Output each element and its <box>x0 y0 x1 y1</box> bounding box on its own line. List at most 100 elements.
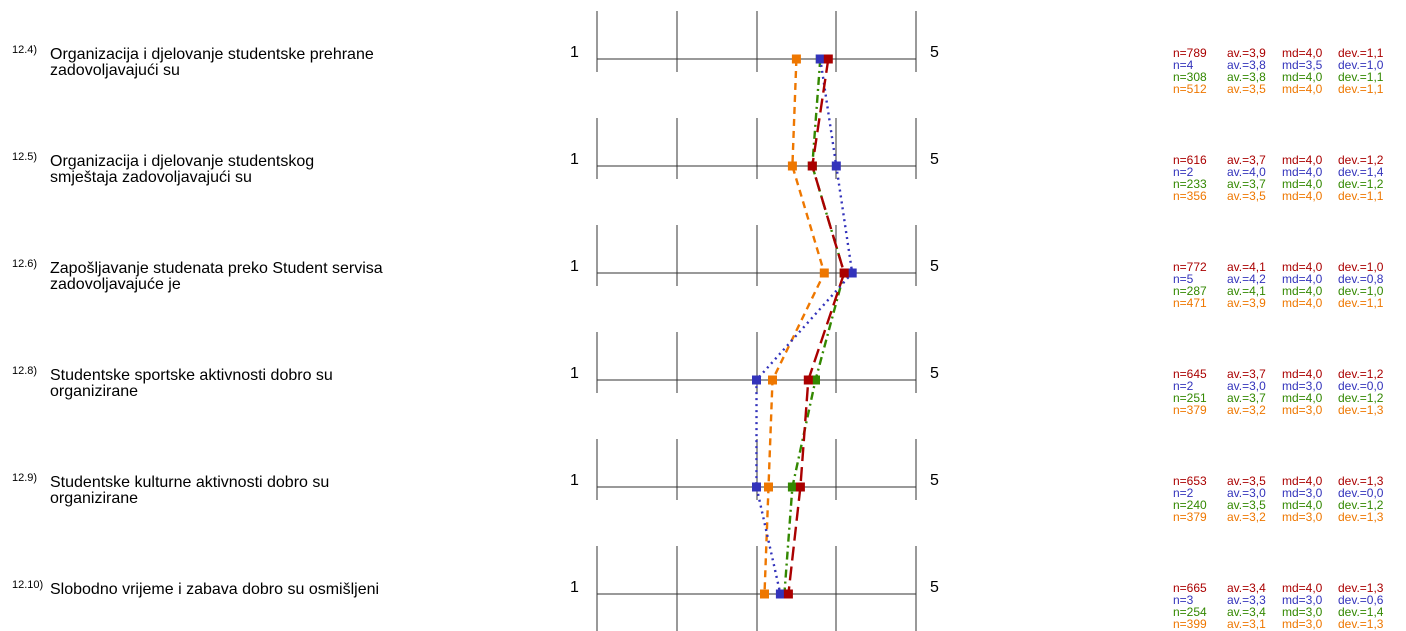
stat-dev: dev.=1,3 <box>1338 474 1384 488</box>
stat-n: n=4 <box>1173 58 1194 72</box>
stat-n: n=379 <box>1173 510 1207 524</box>
question-text-line: Slobodno vrijeme i zabava dobro su osmiš… <box>50 581 380 598</box>
stat-dev: dev.=1,3 <box>1338 581 1384 595</box>
data-point-marker <box>787 482 797 492</box>
question-number: 12.9) <box>12 472 38 484</box>
stat-av: av.=3,7 <box>1227 177 1266 191</box>
stat-dev: dev.=1,2 <box>1338 391 1384 405</box>
question-stats: n=789 av.=3,9 md=4,0 dev.=1,1 n=4 av.=3,8 md=3… <box>1173 47 1383 95</box>
stat-av: av.=3,7 <box>1227 367 1266 381</box>
stat-av: av.=3,9 <box>1227 296 1266 310</box>
series-line <box>783 58 846 595</box>
stat-md: md=3,5 <box>1282 58 1323 72</box>
stat-n: n=772 <box>1173 260 1207 274</box>
scale-min-label: 1 <box>570 579 579 596</box>
question-text-line: zadovoljavajuće je <box>50 276 181 293</box>
stats-row: n=616 av.=3,7 md=4,0 dev.=1,2 <box>1173 154 1383 166</box>
stat-dev: dev.=1,1 <box>1338 296 1384 310</box>
stats-row: n=471 av.=3,9 md=4,0 dev.=1,1 <box>1173 297 1383 309</box>
question-text-line: Organizacija i djelovanje studentske pre… <box>50 46 374 63</box>
stats-row: n=251 av.=3,7 md=4,0 dev.=1,2 <box>1173 392 1383 404</box>
stats-row: n=308 av.=3,8 md=4,0 dev.=1,1 <box>1173 71 1383 83</box>
stat-dev: dev.=1,1 <box>1338 70 1384 84</box>
scale-min-label: 1 <box>570 365 579 382</box>
stat-md: md=3,0 <box>1282 605 1323 619</box>
data-point-marker <box>768 375 777 385</box>
data-point-marker <box>795 482 805 492</box>
stats-row: n=5 av.=4,2 md=4,0 dev.=0,8 <box>1173 273 1383 285</box>
data-point-marker <box>819 268 829 278</box>
question-number: 12.10) <box>12 579 44 591</box>
question-text: Organizacija i djelovanje studentskog smj… <box>50 154 314 186</box>
stat-n: n=379 <box>1173 403 1207 417</box>
stat-dev: dev.=1,3 <box>1338 403 1384 417</box>
stat-dev: dev.=1,1 <box>1338 189 1384 203</box>
scale-max-label: 5 <box>930 472 939 489</box>
stats-row: n=772 av.=4,1 md=4,0 dev.=1,0 <box>1173 261 1383 273</box>
stat-n: n=356 <box>1173 189 1207 203</box>
stat-dev: dev.=1,2 <box>1338 498 1384 512</box>
stat-dev: dev.=1,3 <box>1338 617 1384 631</box>
data-point-marker <box>803 375 813 385</box>
stat-n: n=2 <box>1173 486 1194 500</box>
scale-min-label: 1 <box>570 472 579 489</box>
question-text-line: zadovoljavajući su <box>50 62 180 79</box>
stat-dev: dev.=1,2 <box>1338 153 1384 167</box>
stat-md: md=4,0 <box>1282 82 1323 96</box>
stats-row: n=2 av.=4,0 md=4,0 dev.=1,4 <box>1173 166 1383 178</box>
stat-n: n=2 <box>1173 379 1194 393</box>
question-text-line: organizirane <box>50 383 139 400</box>
stat-dev: dev.=1,0 <box>1338 260 1384 274</box>
stat-av: av.=3,1 <box>1227 617 1266 631</box>
stat-av: av.=3,0 <box>1227 486 1266 500</box>
stat-n: n=251 <box>1173 391 1207 405</box>
question-number: 12.4) <box>12 44 38 56</box>
scale-min-label: 1 <box>570 258 579 275</box>
stat-av: av.=3,5 <box>1227 498 1266 512</box>
data-point-marker <box>783 589 793 599</box>
data-point-marker <box>764 482 773 492</box>
stat-dev: dev.=1,1 <box>1338 46 1384 60</box>
stats-row: n=240 av.=3,5 md=4,0 dev.=1,2 <box>1173 499 1383 511</box>
stat-dev: dev.=1,0 <box>1338 58 1384 72</box>
question-number: 12.8) <box>12 365 38 377</box>
stat-av: av.=3,2 <box>1227 510 1266 524</box>
question-text: Organizacija i djelovanje studentske pre… <box>50 47 374 79</box>
question-stats: n=653 av.=3,5 md=4,0 dev.=1,3 n=2 av.=3,0 md=3… <box>1173 475 1383 523</box>
stat-dev: dev.=1,4 <box>1338 165 1384 179</box>
stat-n: n=2 <box>1173 165 1194 179</box>
stat-av: av.=3,7 <box>1227 153 1266 167</box>
stat-md: md=4,0 <box>1282 284 1323 298</box>
question-text-line: Studentske kulturne aktivnosti dobro su <box>50 474 330 491</box>
stat-md: md=4,0 <box>1282 296 1323 310</box>
stat-av: av.=3,7 <box>1227 391 1266 405</box>
stat-n: n=287 <box>1173 284 1207 298</box>
stat-md: md=4,0 <box>1282 189 1323 203</box>
data-point-marker <box>787 161 797 171</box>
data-point-marker <box>847 268 857 278</box>
stat-md: md=3,0 <box>1282 510 1323 524</box>
question-text: Slobodno vrijeme i zabava dobro su osmiš… <box>50 582 379 598</box>
stat-n: n=233 <box>1173 177 1207 191</box>
stat-md: md=4,0 <box>1282 391 1323 405</box>
stat-dev: dev.=0,0 <box>1338 379 1384 393</box>
stat-n: n=254 <box>1173 605 1207 619</box>
question-text: Studentske kulturne aktivnosti dobro su o… <box>50 475 329 507</box>
stat-md: md=4,0 <box>1282 260 1323 274</box>
stat-dev: dev.=0,0 <box>1338 486 1384 500</box>
question-text: Zapošljavanje studenata preko Student se… <box>50 261 383 293</box>
stat-md: md=3,0 <box>1282 617 1323 631</box>
question-stats: n=772 av.=4,1 md=4,0 dev.=1,0 n=5 av.=4,2 md=4… <box>1173 261 1383 309</box>
stat-av: av.=4,0 <box>1227 165 1266 179</box>
stat-av: av.=3,4 <box>1227 581 1266 595</box>
data-point-marker <box>811 375 820 385</box>
stat-n: n=5 <box>1173 272 1194 286</box>
scale-max-label: 5 <box>930 579 939 596</box>
stat-n: n=399 <box>1173 617 1207 631</box>
stats-row: n=4 av.=3,8 md=3,5 dev.=1,0 <box>1173 59 1383 71</box>
stat-dev: dev.=1,0 <box>1338 284 1384 298</box>
question-number: 12.5) <box>12 151 38 163</box>
stat-md: md=4,0 <box>1282 165 1323 179</box>
stat-dev: dev.=0,8 <box>1338 272 1384 286</box>
